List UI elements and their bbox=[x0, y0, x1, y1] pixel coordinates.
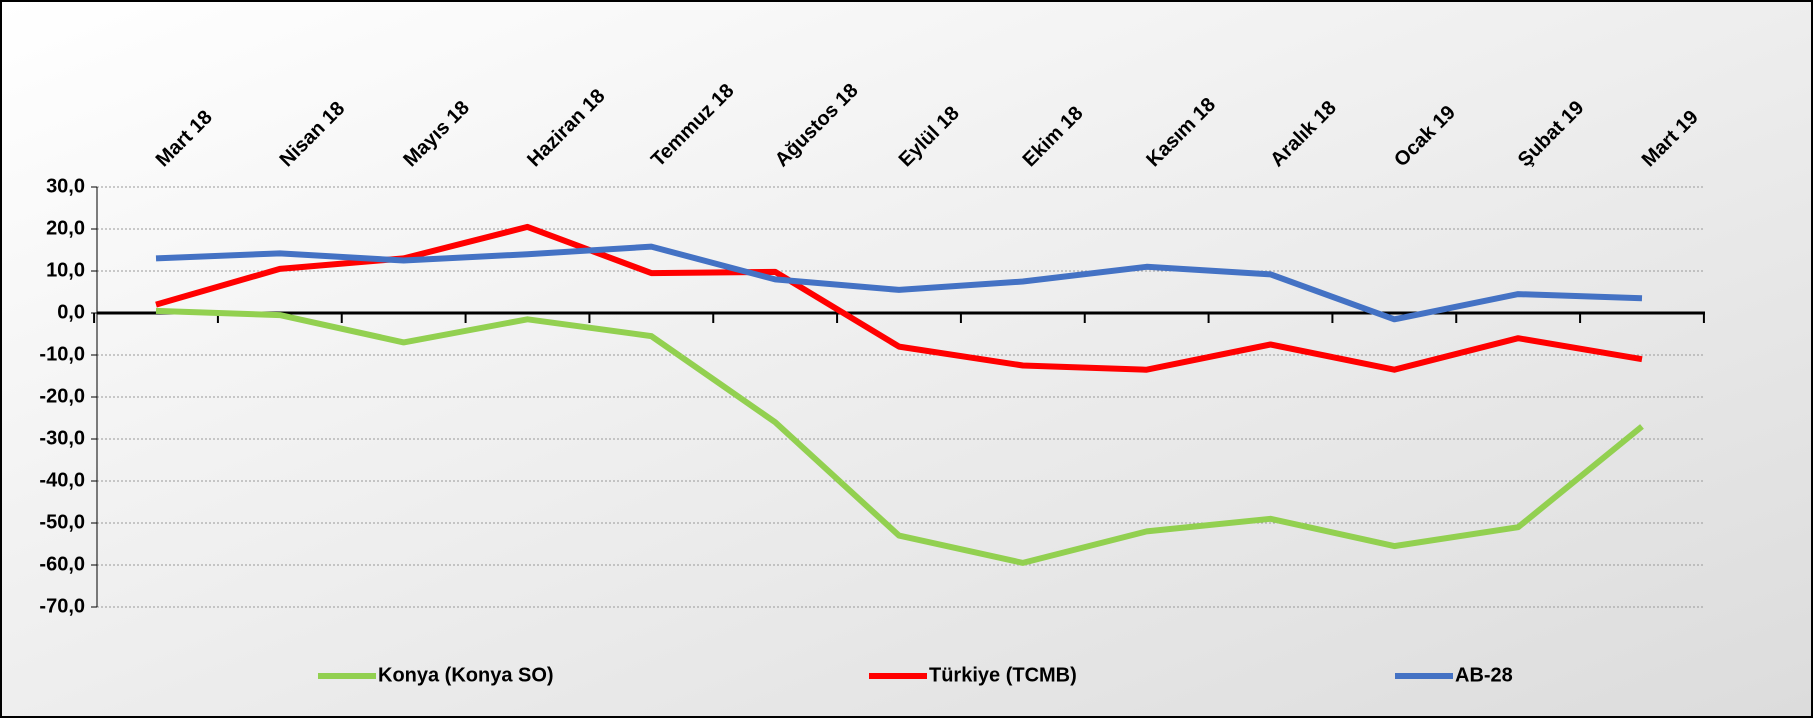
series-line bbox=[155, 307, 1644, 566]
y-tick-label: 20,0 bbox=[46, 217, 85, 239]
legend-label: Türkiye (TCMB) bbox=[929, 664, 1077, 686]
y-tick-label: 10,0 bbox=[46, 259, 85, 281]
y-tick-label: -50,0 bbox=[39, 511, 85, 533]
y-tick-label: 30,0 bbox=[46, 175, 85, 197]
series-line bbox=[155, 243, 1643, 323]
y-tick-label: -40,0 bbox=[39, 469, 85, 491]
y-tick-label: -10,0 bbox=[39, 343, 85, 365]
y-tick-label: -30,0 bbox=[39, 427, 85, 449]
legend-label: Konya (Konya SO) bbox=[378, 664, 554, 686]
y-tick-label: -70,0 bbox=[39, 595, 85, 617]
y-tick-label: -20,0 bbox=[39, 385, 85, 407]
legend-label: AB-28 bbox=[1455, 664, 1513, 686]
y-tick-label: -60,0 bbox=[39, 553, 85, 575]
y-tick-label: 0,0 bbox=[57, 301, 85, 323]
